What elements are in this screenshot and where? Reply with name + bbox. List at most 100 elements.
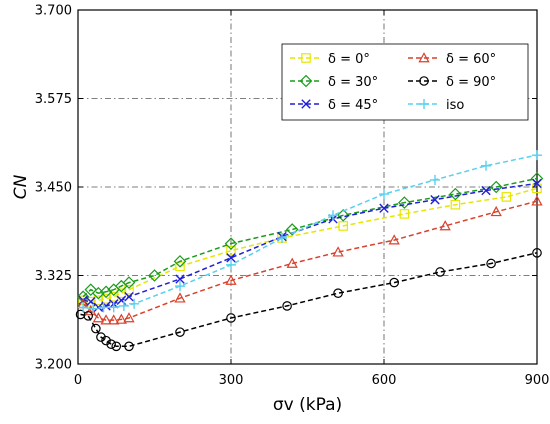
data-point [532,248,542,258]
x-tick-label: 600 [372,373,397,388]
data-point [98,302,109,313]
data-point [108,314,120,325]
data-point [93,295,104,306]
data-point [276,232,288,244]
data-point [175,274,185,284]
data-point [225,274,237,285]
x-tick-label: 900 [525,373,550,388]
data-point [83,311,93,321]
data-point [388,234,400,245]
data-point [174,292,186,303]
data-point [336,209,350,222]
data-point [173,255,187,268]
data-point [490,205,502,217]
y-tick-label: 3.450 [35,181,72,196]
data-point [92,312,105,323]
data-point [122,276,136,289]
legend-marker [419,76,429,86]
legend-label: iso [446,98,464,113]
data-point [84,283,98,296]
series-4 [75,248,542,352]
y-tick-label: 3.325 [35,269,72,284]
data-point [489,180,503,194]
data-point [224,237,238,250]
data-point [389,277,399,288]
data-point [106,339,116,349]
data-point [333,288,343,298]
data-point [225,259,237,270]
data-point [76,290,90,304]
legend-label: δ = 60° [446,52,496,67]
series-line [82,200,538,321]
data-point [93,302,104,313]
data-point [532,178,542,189]
data-point [124,341,134,352]
data-point [338,221,348,231]
legend-label: δ = 90° [446,75,496,90]
data-point [101,294,111,304]
legend-label: δ = 45° [328,98,378,113]
data-point [174,281,186,292]
data-point [78,302,89,313]
data-point [226,253,236,263]
data-point [226,245,236,256]
data-point [399,209,410,219]
data-point [430,195,440,205]
legend-marker [301,99,311,109]
data-point [148,269,161,282]
legend-marker [299,74,313,88]
legend-label: δ = 30° [328,75,378,90]
data-point [398,196,411,209]
data-point [118,300,129,311]
x-tick-label: 0 [74,373,82,388]
data-point [379,203,389,213]
data-point [450,199,461,210]
data-point [531,195,543,206]
data-point [108,302,119,313]
data-point [332,246,344,257]
data-point [111,341,122,352]
data-point [91,323,101,334]
series-3 [77,195,543,325]
data-point [378,189,390,200]
data-point [501,192,512,202]
series-line [82,154,538,310]
legend: δ = 0° δ = 60° δ = 30° δ = 90° δ = 45° iso [281,43,529,121]
data-point [282,301,292,311]
data-point [429,174,441,185]
legend-label: δ = 0° [328,52,370,67]
data-point [124,284,134,295]
data-point [123,312,135,323]
legend-marker [418,52,430,63]
data-point [92,286,105,300]
data-point [285,223,299,236]
series-line [82,177,538,298]
data-point [286,257,298,268]
data-point [531,150,543,161]
data-point [327,210,339,221]
data-point [175,327,185,337]
data-point [449,187,462,201]
data-point [115,313,127,324]
data-point [481,185,491,196]
data-point [486,258,496,269]
data-point [124,292,134,302]
data-point [99,285,113,299]
data-point [480,160,492,171]
data-point [226,313,236,323]
data-point [439,220,451,231]
x-tick-label: 300 [219,373,244,388]
y-tick-label: 3.700 [35,4,72,19]
series-line [80,252,538,348]
y-axis-label: CN [11,174,31,199]
data-point [88,303,99,314]
data-point [100,314,112,325]
y-tick-label: 3.200 [35,358,72,373]
x-axis-label: σv (kPa) [273,395,342,415]
series-5 [78,150,543,314]
data-point [435,267,445,277]
legend-marker [418,98,430,110]
y-tick-label: 3.575 [35,92,72,107]
